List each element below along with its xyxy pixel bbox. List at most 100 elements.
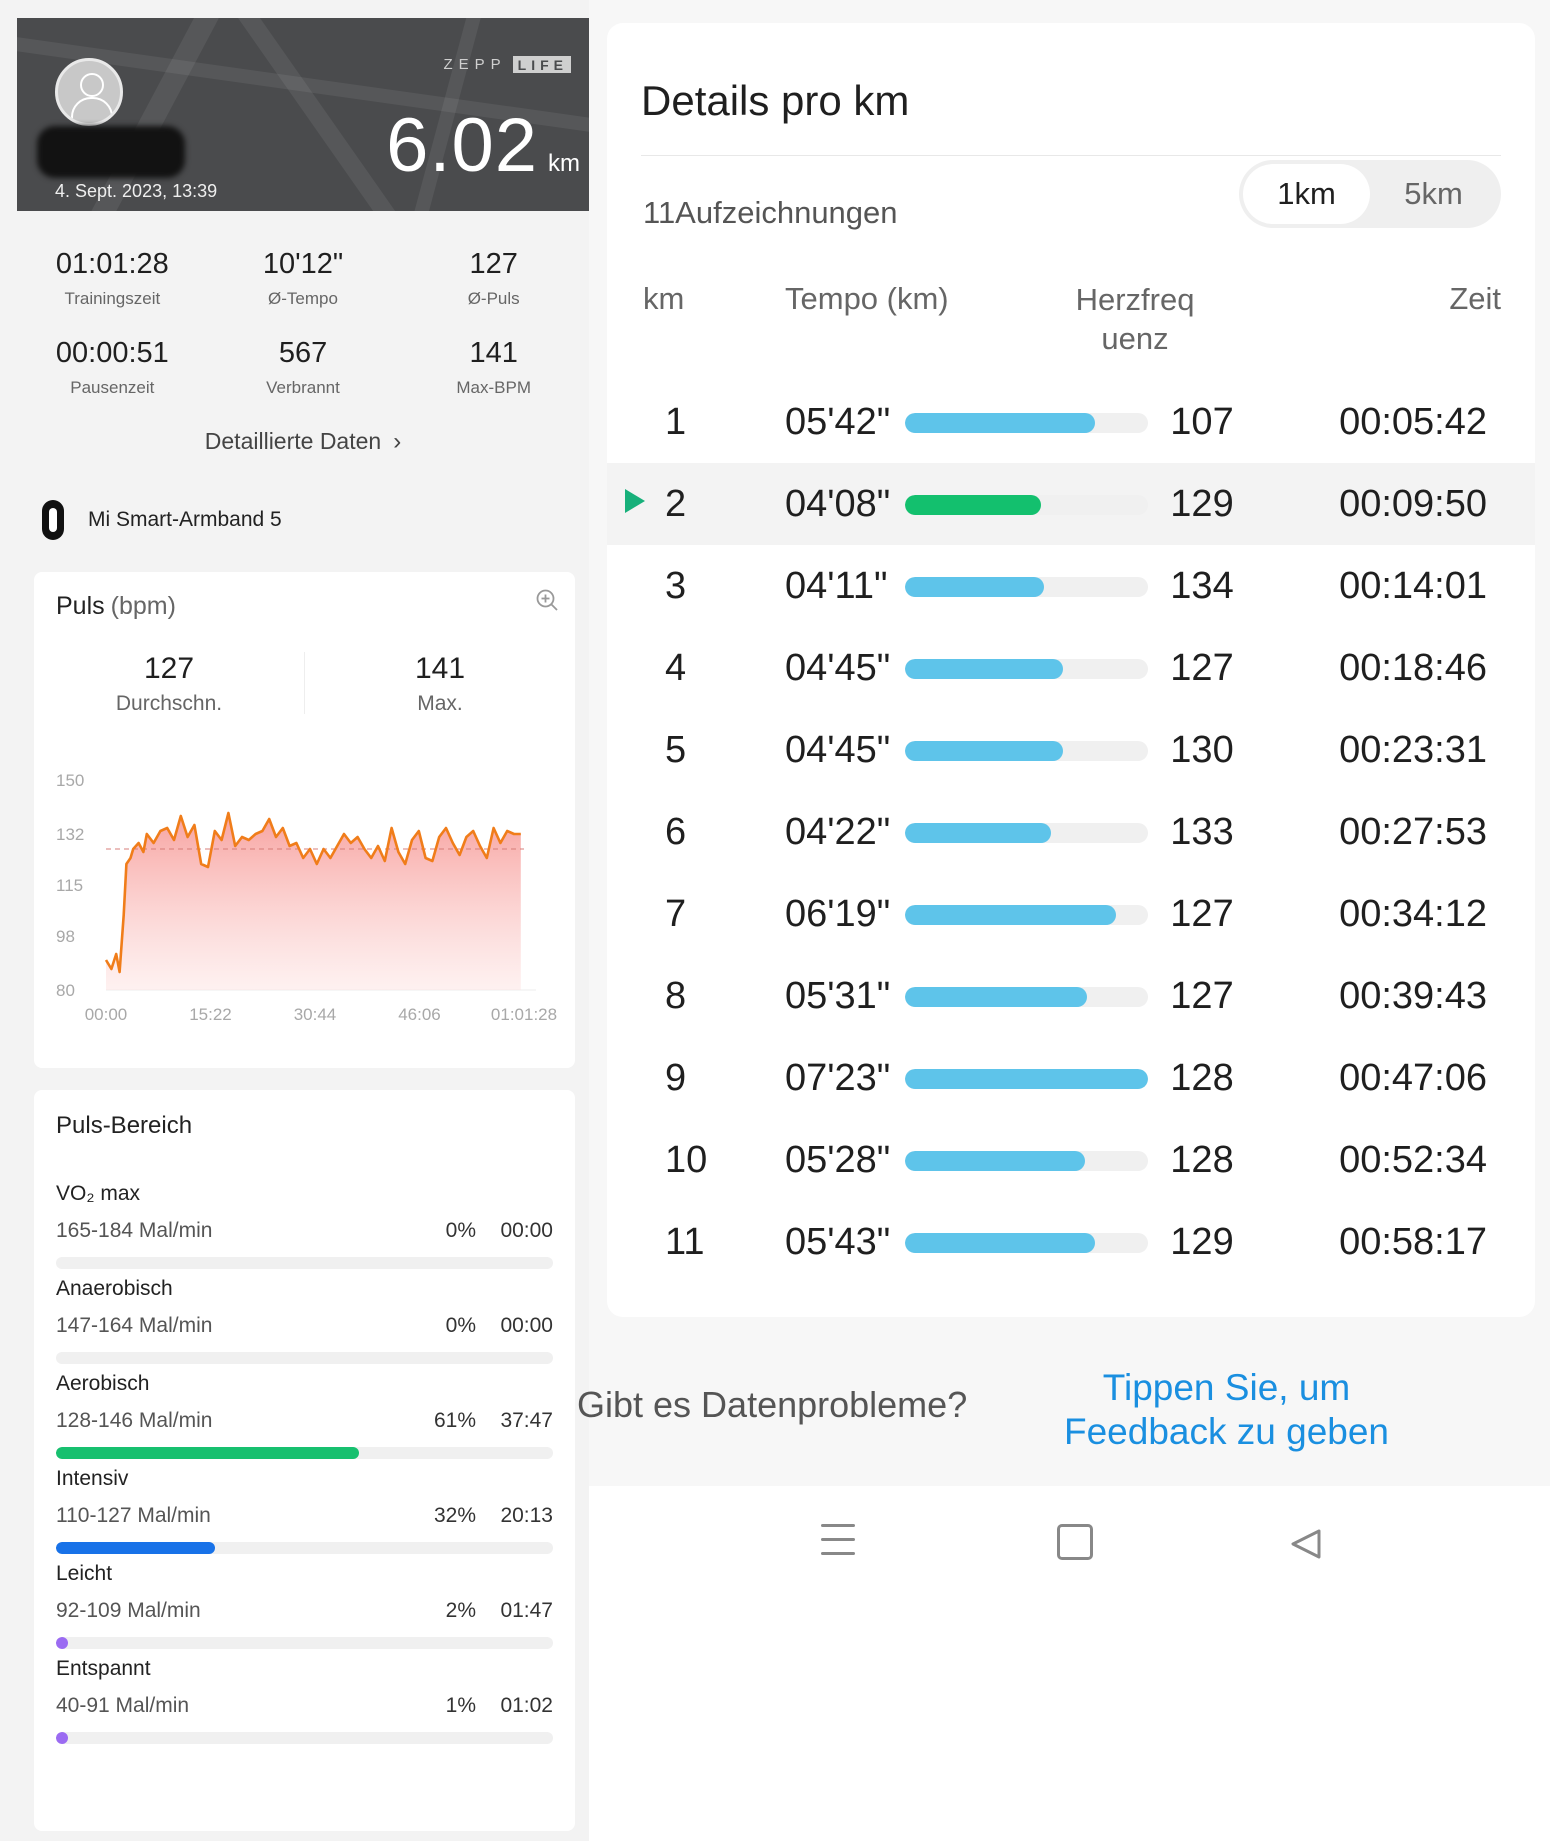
km-row[interactable]: 11 05'43" 129 00:58:17: [607, 1201, 1535, 1283]
km-row[interactable]: 9 07'23" 128 00:47:06: [607, 1037, 1535, 1119]
home-icon[interactable]: [1057, 1524, 1093, 1560]
y-tick-label: 115: [56, 876, 83, 895]
heart-rate-line: [104, 811, 521, 974]
pace-bar-track: [905, 741, 1148, 761]
km-cumulative-time: 00:14:01: [1339, 565, 1487, 607]
tab-5km[interactable]: 5km: [1404, 176, 1463, 211]
zones-title: Puls-Bereich: [56, 1112, 193, 1139]
km-number: 9: [665, 1057, 687, 1099]
stat-value: 10'12": [262, 248, 344, 280]
menu-icon[interactable]: [821, 1524, 855, 1566]
x-tick-label: 46:06: [398, 1005, 441, 1024]
tab-1km[interactable]: 1km: [1243, 164, 1370, 224]
zone-time: 01:02: [500, 1694, 553, 1717]
km-heart-rate: 128: [1170, 1057, 1234, 1099]
pace-bar-track: [905, 1233, 1148, 1253]
distance-unit: km: [548, 150, 580, 177]
band-icon: [40, 500, 66, 540]
zone-item: Aerobisch 128-146 Mal/min 61% 37:47: [56, 1372, 553, 1484]
feedback-question: Gibt es Datenprobleme?: [577, 1384, 968, 1425]
y-tick-label: 98: [56, 927, 75, 946]
km-pace: 04'08": [785, 483, 891, 525]
zone-percent: 61%: [433, 1409, 476, 1432]
zone-name: Anaerobisch: [56, 1277, 173, 1300]
km-number: 4: [665, 647, 687, 689]
km-cumulative-time: 00:23:31: [1339, 729, 1487, 771]
x-tick-label: 30:44: [294, 1005, 337, 1024]
km-row[interactable]: 7 06'19" 127 00:34:12: [607, 873, 1535, 955]
km-heart-rate: 129: [1170, 483, 1234, 525]
stat-label: Ø-Puls: [467, 289, 520, 308]
pulse-title: Puls (bpm): [56, 592, 176, 621]
km-details-panel: Details pro km 11Aufzeichnungen 1km 5km …: [577, 0, 1550, 1841]
km-heart-rate: 134: [1170, 565, 1234, 607]
km-row[interactable]: 2 04'08" 129 00:09:50: [607, 463, 1535, 545]
km-cumulative-time: 00:47:06: [1339, 1057, 1487, 1099]
x-tick-label: 15:22: [189, 1005, 232, 1024]
km-number: 6: [665, 811, 687, 853]
pulse-average: 127 Durchschn.: [34, 652, 304, 716]
total-distance: 6.02 km: [386, 102, 580, 189]
km-row[interactable]: 10 05'28" 128 00:52:34: [607, 1119, 1535, 1201]
zone-item: VO₂ max 165-184 Mal/min 0% 00:00: [56, 1182, 553, 1294]
zone-range: 165-184 Mal/min: [56, 1219, 213, 1242]
km-number: 3: [665, 565, 687, 607]
avatar[interactable]: [55, 58, 123, 126]
km-number: 8: [665, 975, 687, 1017]
selected-marker-icon: [625, 489, 645, 513]
zone-progress-track: [56, 1257, 553, 1269]
pace-bar-track: [905, 823, 1148, 843]
y-tick-label: 150: [56, 771, 84, 790]
km-row[interactable]: 3 04'11" 134 00:14:01: [607, 545, 1535, 627]
zone-time: 37:47: [500, 1409, 553, 1432]
zoom-in-icon[interactable]: [535, 588, 559, 612]
navigation-bar: [589, 1486, 1550, 1841]
detailed-data-link[interactable]: Detaillierte Daten ›: [17, 428, 589, 456]
page-title: Details pro km: [641, 77, 910, 124]
km-pace: 04'45": [785, 729, 891, 771]
device-info: Mi Smart-Armband 5: [40, 500, 282, 540]
pulse-card: Puls (bpm) 127 Durchschn. 141 Max. 150 132…: [34, 572, 575, 1068]
record-count: 11Aufzeichnungen: [643, 195, 898, 230]
zone-item: Intensiv 110-127 Mal/min 32% 20:13: [56, 1467, 553, 1579]
heart-rate-chart: 150 132 115 98 80 00:00 15:22 30:44 46:06 01:01:…: [56, 771, 557, 1024]
km-pace: 05'42": [785, 401, 891, 443]
stat-value: 567: [278, 337, 328, 369]
back-icon[interactable]: [1289, 1527, 1323, 1561]
zone-progress-track: [56, 1732, 553, 1744]
pace-bar-track: [905, 1151, 1148, 1171]
pulse-max: 141 Max.: [305, 652, 575, 716]
km-number: 1: [665, 401, 687, 443]
stat-value: 141: [469, 337, 518, 369]
km-heart-rate: 107: [1170, 401, 1234, 443]
zone-percent: 0%: [445, 1219, 476, 1242]
pace-bar: [905, 1233, 1095, 1253]
km-row[interactable]: 4 04'45" 127 00:18:46: [607, 627, 1535, 709]
stat-label: Pausenzeit: [70, 378, 155, 397]
pace-bar-track: [905, 905, 1148, 925]
km-row[interactable]: 1 05'42" 107 00:05:42: [607, 381, 1535, 463]
zone-time: 01:47: [500, 1599, 553, 1622]
km-heart-rate: 130: [1170, 729, 1234, 771]
zone-range: 40-91 Mal/min: [56, 1694, 190, 1717]
km-row[interactable]: 6 04'22" 133 00:27:53: [607, 791, 1535, 873]
zone-name: Leicht: [56, 1562, 113, 1585]
zone-progress-track: [56, 1447, 553, 1459]
column-header-time: Zeit: [1449, 281, 1501, 316]
stat-value: 01:01:28: [55, 248, 169, 280]
zone-name: VO₂ max: [56, 1182, 140, 1205]
km-row[interactable]: 5 04'45" 130 00:23:31: [607, 709, 1535, 791]
distance-value: 6.02: [386, 103, 538, 188]
detailed-data-label: Detaillierte Daten: [204, 428, 382, 454]
pace-bar-track: [905, 659, 1148, 679]
stat-avg-pulse: 127 Ø-Puls: [398, 248, 589, 309]
pulse-max-value: 141: [414, 652, 466, 685]
pace-bar: [905, 741, 1063, 761]
km-cumulative-time: 00:27:53: [1339, 811, 1487, 853]
km-row[interactable]: 8 05'31" 127 00:39:43: [607, 955, 1535, 1037]
pulse-title-text: Puls: [56, 592, 105, 620]
pace-bar: [905, 413, 1095, 433]
stat-calories: 567 Verbrannt: [208, 337, 399, 398]
stat-label: Verbrannt: [266, 378, 340, 397]
feedback-link[interactable]: Tippen Sie, um Feedback zu geben: [1063, 1367, 1389, 1453]
